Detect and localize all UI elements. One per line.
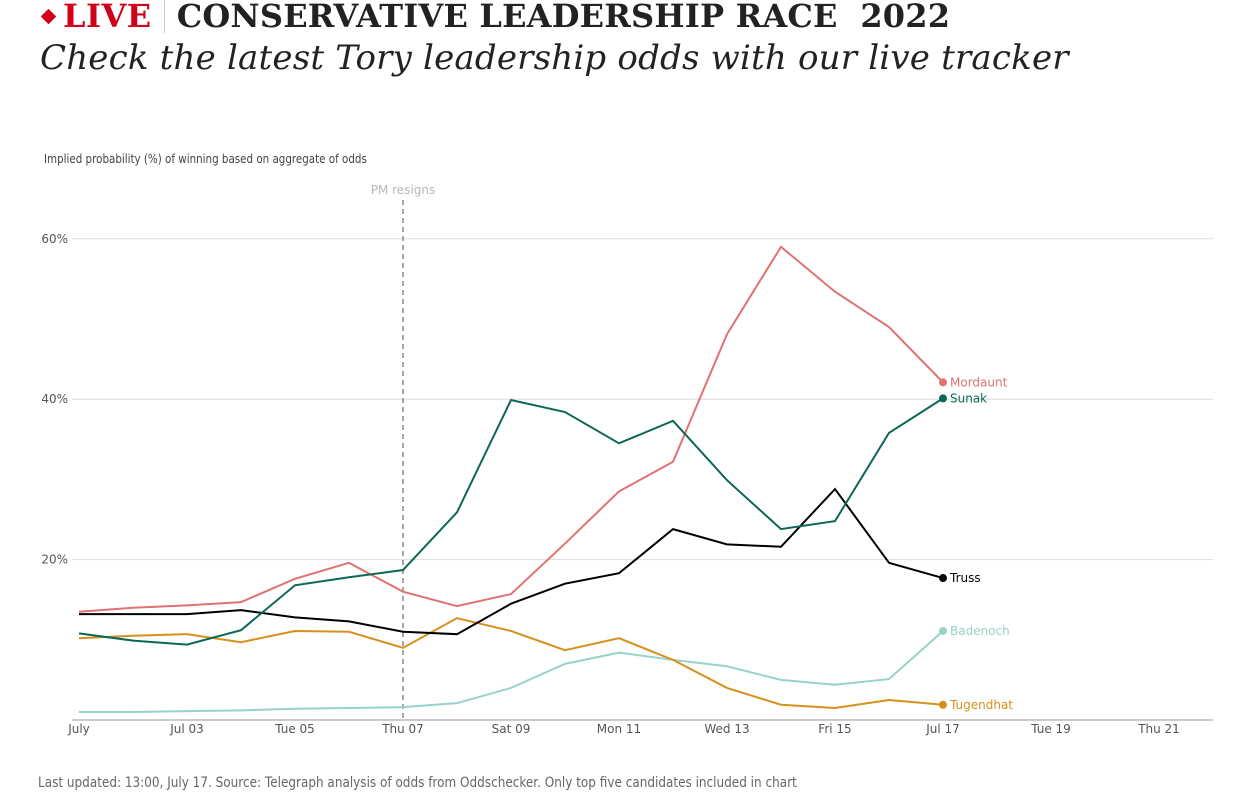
series-endpoint-truss <box>939 574 947 583</box>
live-badge: LIVE <box>40 0 152 35</box>
series-line-truss <box>79 487 944 636</box>
series-line-tugendhat <box>78 617 944 709</box>
series-label-tugendhat: Tugendhat <box>949 698 1013 712</box>
series-lines: Badenoch Tugendhat Truss Mordaunt Sunak <box>78 245 1013 713</box>
annotation-label: PM resigns <box>371 183 436 197</box>
x-tick-label: Mon 11 <box>597 722 641 736</box>
page-subtitle: Check the latest Tory leadership odds wi… <box>40 38 1069 78</box>
x-tick-label: Sat 09 <box>492 722 531 736</box>
x-tick-label: Tue 19 <box>1030 722 1071 736</box>
y-tick-label: 40% <box>41 392 68 406</box>
series-endpoint-badenoch <box>939 626 947 635</box>
series-endpoint-tugendhat <box>939 700 947 709</box>
live-label: LIVE <box>63 0 152 35</box>
footer-source-note: Last updated: 13:00, July 17. Source: Te… <box>38 775 797 791</box>
y-tick-labels: 20% 40% 60% <box>41 232 68 567</box>
series-label-mordaunt: Mordaunt <box>950 375 1008 389</box>
header-divider <box>163 0 165 33</box>
x-tick-label: Thu 21 <box>1137 722 1180 736</box>
series-endpoint-sunak <box>939 394 947 403</box>
series-line-badenoch <box>79 630 944 713</box>
x-tick-label: Thu 07 <box>381 722 424 736</box>
x-tick-label: Wed 13 <box>704 722 749 736</box>
y-tick-label: 20% <box>41 553 68 567</box>
page-title: CONSERVATIVE LEADERSHIP RACE 2022 <box>176 0 951 35</box>
y-tick-label: 60% <box>41 232 68 246</box>
x-tick-label: July <box>67 722 90 736</box>
series-line-mordaunt <box>78 245 944 613</box>
header: LIVE CONSERVATIVE LEADERSHIP RACE 2022 C… <box>40 0 1069 78</box>
x-tick-label: Tue 05 <box>274 722 315 736</box>
header-row: LIVE CONSERVATIVE LEADERSHIP RACE 2022 <box>40 0 1069 35</box>
y-axis-label: Implied probability (%) of winning based… <box>44 152 367 166</box>
series-label-sunak: Sunak <box>950 391 987 405</box>
x-tick-label: Fri 15 <box>818 722 851 736</box>
x-tick-label: Jul 17 <box>925 722 960 736</box>
annotations: PM resigns <box>371 183 436 720</box>
x-tick-label: Jul 03 <box>169 722 204 736</box>
series-endpoint-mordaunt <box>939 378 947 387</box>
series-line-sunak <box>78 397 944 646</box>
series-label-truss: Truss <box>949 571 981 585</box>
x-axis: July Jul 03 Tue 05 Thu 07 Sat 09 Mon 11 Wed 13… <box>67 719 1213 736</box>
gridlines <box>72 238 1213 561</box>
series-label-badenoch: Badenoch <box>950 624 1010 638</box>
